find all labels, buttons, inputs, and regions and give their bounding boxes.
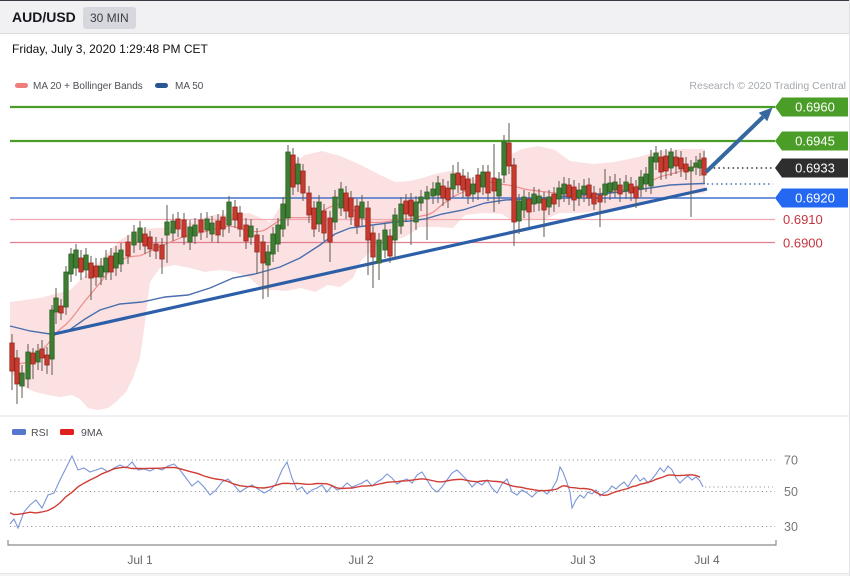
svg-text:0.6945: 0.6945 [795,134,835,149]
svg-text:Jul 2: Jul 2 [348,553,374,567]
svg-text:0.6900: 0.6900 [783,236,823,251]
svg-text:0.6910: 0.6910 [783,212,823,227]
svg-text:Jul 3: Jul 3 [570,553,596,567]
svg-text:0.6933: 0.6933 [795,161,835,176]
svg-text:Jul 4: Jul 4 [694,553,720,567]
svg-text:0.6960: 0.6960 [795,100,835,115]
svg-text:0.6920: 0.6920 [795,191,835,206]
svg-text:70: 70 [784,454,798,468]
svg-text:Jul 1: Jul 1 [127,553,153,567]
svg-text:50: 50 [784,485,798,499]
svg-text:30: 30 [784,520,798,534]
